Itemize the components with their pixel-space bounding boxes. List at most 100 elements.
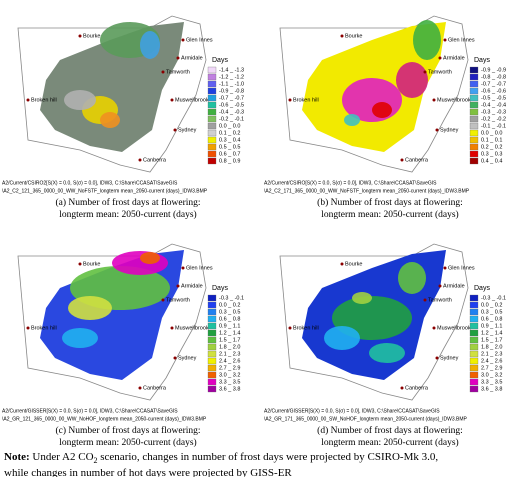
town-label: Canberra bbox=[405, 385, 429, 391]
legend-swatch bbox=[469, 350, 479, 358]
legend-swatch bbox=[207, 385, 217, 393]
town-marker bbox=[435, 356, 439, 360]
legend-label: 2.7 _ 2.9 bbox=[481, 365, 502, 371]
town-marker bbox=[423, 70, 427, 74]
region-patch bbox=[413, 20, 441, 60]
legend-swatch bbox=[469, 115, 479, 123]
legend-swatch bbox=[207, 315, 217, 323]
region-patch bbox=[64, 90, 96, 110]
town-label: Muswellbrook bbox=[175, 97, 209, 103]
region-patch bbox=[324, 326, 360, 350]
legend-label: -0.2 _ -0.1 bbox=[219, 116, 244, 122]
legend-label: 2.1 _ 2.3 bbox=[481, 351, 502, 357]
legend-label: -0.1 _ -0.1 bbox=[481, 123, 506, 129]
panel-caption: longterm mean: 2050-current (days) bbox=[59, 209, 196, 220]
legend-label: 0.6 _ 0.8 bbox=[219, 316, 240, 322]
region-patch bbox=[372, 102, 392, 118]
legend-swatch bbox=[207, 66, 217, 74]
legend-label: -1.2 _ -1.2 bbox=[219, 74, 244, 80]
legend-label: 0.0 _ 0.2 bbox=[481, 302, 502, 308]
town-marker bbox=[432, 98, 436, 102]
legend-label: 0.3 _ 0.5 bbox=[219, 309, 240, 315]
town-label: Tamworth bbox=[166, 69, 190, 75]
legend-swatch bbox=[469, 308, 479, 316]
file-path: \A2_GR_171_365_0000_00_SW_NoHOF_longterm… bbox=[264, 416, 468, 422]
note-sub: 2 bbox=[93, 456, 98, 466]
legend-title: Days bbox=[212, 285, 228, 292]
legend-label: 0.6 _ 0.8 bbox=[481, 316, 502, 322]
town-marker bbox=[288, 98, 292, 102]
legend-swatch bbox=[207, 94, 217, 102]
panel: Bourke Glen Innes Armidale Tamworth Muswellb… bbox=[2, 243, 244, 448]
town-marker bbox=[438, 284, 442, 288]
legend-label: -0.4 _ -0.4 bbox=[481, 102, 506, 108]
town-label: Broken hill bbox=[293, 325, 319, 331]
legend-label: 1.8 _ 2.0 bbox=[219, 344, 240, 350]
legend-swatch bbox=[207, 301, 217, 309]
legend-swatch bbox=[469, 371, 479, 379]
town-label: Broken hill bbox=[31, 325, 57, 331]
file-path: A2/Current/GISSER[S(X) = 0.0, S(σ) = 0.0… bbox=[2, 408, 178, 414]
panel-caption: longterm mean: 2050-current (days) bbox=[59, 437, 196, 448]
legend-label: -0.6 _ -0.6 bbox=[481, 88, 506, 94]
town-marker bbox=[170, 326, 174, 330]
map-panels: Bourke Glen Innes Armidale Tamworth Muswellb… bbox=[2, 15, 506, 448]
town-marker bbox=[438, 56, 442, 60]
legend-swatch bbox=[207, 101, 217, 109]
legend-swatch bbox=[469, 101, 479, 109]
legend-label: 1.5 _ 1.7 bbox=[219, 337, 240, 343]
legend-label: 3.6 _ 3.8 bbox=[481, 386, 502, 392]
town-label: Muswellbrook bbox=[437, 325, 471, 331]
legend-label: 1.8 _ 2.0 bbox=[481, 344, 502, 350]
legend-swatch bbox=[207, 357, 217, 365]
legend-swatch bbox=[207, 108, 217, 116]
legend-label: -0.2 _ -0.2 bbox=[481, 116, 506, 122]
legend-swatch bbox=[469, 315, 479, 323]
town-label: Glen Innes bbox=[186, 265, 213, 271]
region-patch bbox=[100, 112, 120, 128]
legend-label: 3.6 _ 3.8 bbox=[219, 386, 240, 392]
legend-swatch bbox=[469, 322, 479, 330]
region-patch bbox=[398, 262, 426, 294]
town-label: Muswellbrook bbox=[437, 97, 471, 103]
file-path: A2/Current/CSIRO[S(X) = 0.0, S(σ) = 0.0]… bbox=[264, 180, 437, 186]
legend-label: 3.3 _ 3.5 bbox=[219, 379, 240, 385]
legend-swatch bbox=[469, 157, 479, 165]
legend-label: 0.1 _ 0.2 bbox=[219, 130, 240, 136]
town-label: Sydney bbox=[178, 127, 197, 133]
panel: Bourke Glen Innes Armidale Tamworth Muswellb… bbox=[264, 15, 506, 220]
legend-swatch bbox=[469, 385, 479, 393]
legend-swatch bbox=[469, 136, 479, 144]
legend-label: 2.4 _ 2.6 bbox=[219, 358, 240, 364]
legend-swatch bbox=[207, 350, 217, 358]
legend-swatch bbox=[469, 343, 479, 351]
legend-swatch bbox=[207, 136, 217, 144]
file-path: \A2_C2_121_365_0000_00_WW_NoFSTF_longter… bbox=[2, 188, 208, 194]
legend-label: 0.3 _ 0.4 bbox=[219, 137, 240, 143]
legend-swatch bbox=[207, 294, 217, 302]
legend-label: -0.3 _ -0.1 bbox=[219, 295, 244, 301]
town-label: Glen Innes bbox=[448, 37, 475, 43]
note-text: while changes in number of hot days were… bbox=[4, 467, 292, 477]
region-patch bbox=[352, 292, 372, 304]
region-patch bbox=[62, 328, 98, 348]
town-marker bbox=[173, 128, 177, 132]
town-label: Canberra bbox=[405, 157, 429, 163]
legend-swatch bbox=[207, 115, 217, 123]
town-marker bbox=[170, 98, 174, 102]
legend-label: -0.3 _ -0.3 bbox=[481, 109, 506, 115]
legend-label: 0.0 _ 0.0 bbox=[219, 123, 240, 129]
legend-label: -0.9 _ -0.9 bbox=[481, 67, 506, 73]
town-label: Sydney bbox=[440, 127, 459, 133]
legend-label: 3.0 _ 3.2 bbox=[219, 372, 240, 378]
legend-swatch bbox=[469, 87, 479, 95]
legend-label: 1.2 _ 1.4 bbox=[481, 330, 502, 336]
town-marker bbox=[432, 326, 436, 330]
town-marker bbox=[340, 34, 344, 38]
town-label: Tamworth bbox=[428, 297, 452, 303]
town-label: Tamworth bbox=[166, 297, 190, 303]
legend-swatch bbox=[469, 73, 479, 81]
town-label: Glen Innes bbox=[448, 265, 475, 271]
legend-swatch bbox=[469, 329, 479, 337]
